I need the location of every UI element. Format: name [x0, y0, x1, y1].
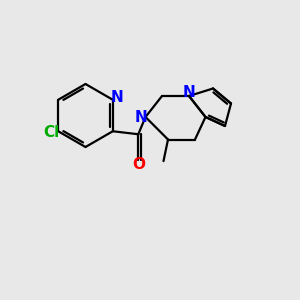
Text: N: N: [135, 110, 148, 124]
Text: O: O: [132, 157, 145, 172]
Text: N: N: [183, 85, 195, 100]
Text: N: N: [110, 90, 123, 105]
Text: Cl: Cl: [44, 125, 60, 140]
